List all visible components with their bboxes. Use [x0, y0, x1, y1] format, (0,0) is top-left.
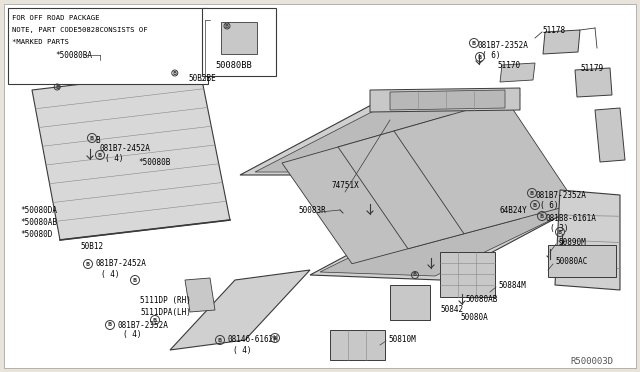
Text: B: B	[90, 135, 94, 141]
Text: 50842: 50842	[440, 305, 463, 314]
Text: 08146-6162H: 08146-6162H	[228, 336, 279, 344]
Text: 5111DPA(LH): 5111DPA(LH)	[140, 308, 191, 317]
Text: 50B12: 50B12	[80, 241, 103, 250]
Text: B: B	[218, 337, 222, 343]
Text: 50080A: 50080A	[460, 314, 488, 323]
Text: B: B	[533, 202, 537, 208]
Polygon shape	[255, 100, 510, 172]
Polygon shape	[595, 108, 625, 162]
Text: *50080DA: *50080DA	[20, 205, 57, 215]
Polygon shape	[390, 90, 505, 110]
Text: 081B7-2352A: 081B7-2352A	[535, 190, 586, 199]
Text: 51179: 51179	[580, 64, 603, 73]
Text: ( 4): ( 4)	[233, 346, 252, 355]
Text: *50080D: *50080D	[20, 230, 52, 238]
Text: 64B24Y: 64B24Y	[500, 205, 528, 215]
Text: *50080AB: *50080AB	[20, 218, 57, 227]
Text: 50080AC: 50080AC	[555, 257, 588, 266]
Text: *50080BA: *50080BA	[55, 51, 92, 60]
Polygon shape	[543, 30, 580, 54]
Polygon shape	[185, 278, 215, 312]
Text: 081B8-6161A: 081B8-6161A	[545, 214, 596, 222]
Text: 51178: 51178	[542, 26, 565, 35]
Bar	[548, 245, 616, 277]
Bar	[202, 8, 276, 76]
Text: ( 4): ( 4)	[123, 330, 141, 340]
Text: ( 4): ( 4)	[101, 269, 120, 279]
Polygon shape	[500, 63, 535, 82]
Text: 50810M: 50810M	[388, 336, 416, 344]
Text: 081B7-2352A: 081B7-2352A	[118, 321, 169, 330]
Text: 50080AB: 50080AB	[465, 295, 497, 305]
Text: B: B	[530, 190, 534, 196]
Polygon shape	[555, 190, 620, 290]
Polygon shape	[32, 70, 230, 240]
Text: B: B	[55, 84, 60, 90]
Polygon shape	[575, 68, 612, 97]
Polygon shape	[240, 95, 520, 175]
Text: 50884M: 50884M	[498, 280, 525, 289]
Text: *MARKED PARTS: *MARKED PARTS	[12, 39, 69, 45]
Text: 081B7-2452A: 081B7-2452A	[100, 144, 151, 153]
Text: 081B7-2352A: 081B7-2352A	[477, 41, 528, 49]
Text: B: B	[472, 41, 476, 45]
Text: 50080BB: 50080BB	[215, 61, 252, 70]
Text: B: B	[173, 71, 177, 76]
Text: B: B	[273, 336, 277, 340]
Text: 74751X: 74751X	[332, 180, 360, 189]
Polygon shape	[221, 22, 257, 54]
Text: 5111DP (RH): 5111DP (RH)	[140, 295, 191, 305]
Bar	[390, 285, 430, 320]
Bar	[8, 8, 208, 84]
Text: FOR OFF ROAD PACKAGE: FOR OFF ROAD PACKAGE	[12, 15, 99, 21]
Text: B: B	[478, 55, 482, 60]
Text: B: B	[540, 214, 544, 218]
Text: B: B	[153, 317, 157, 323]
Polygon shape	[320, 202, 580, 276]
Polygon shape	[394, 99, 576, 234]
Text: ( 4): ( 4)	[105, 154, 124, 163]
Text: B: B	[225, 23, 229, 29]
Text: B: B	[133, 278, 137, 282]
Text: 50083R: 50083R	[298, 205, 326, 215]
Polygon shape	[170, 270, 310, 350]
Text: 50B2BE: 50B2BE	[188, 74, 216, 83]
Polygon shape	[370, 88, 520, 112]
Polygon shape	[338, 115, 520, 249]
Text: ( 3): ( 3)	[550, 224, 568, 232]
Text: ( 6): ( 6)	[540, 201, 559, 209]
Text: B: B	[108, 323, 112, 327]
Text: NOTE, PART CODE50828CONSISTS OF: NOTE, PART CODE50828CONSISTS OF	[12, 27, 148, 33]
Bar	[440, 252, 495, 297]
Bar	[330, 330, 385, 360]
Text: ( 6): ( 6)	[482, 51, 500, 60]
Text: 51170: 51170	[497, 61, 520, 70]
Text: B: B	[95, 135, 100, 144]
Text: B: B	[558, 230, 562, 234]
Text: B: B	[98, 153, 102, 157]
Text: 081B7-2452A: 081B7-2452A	[96, 260, 147, 269]
Polygon shape	[282, 131, 464, 264]
Polygon shape	[310, 195, 590, 280]
Text: B: B	[86, 262, 90, 266]
Text: B: B	[413, 273, 417, 278]
Text: 50890M: 50890M	[558, 237, 586, 247]
Text: *50080B: *50080B	[138, 157, 170, 167]
Text: R500003D: R500003D	[570, 357, 613, 366]
